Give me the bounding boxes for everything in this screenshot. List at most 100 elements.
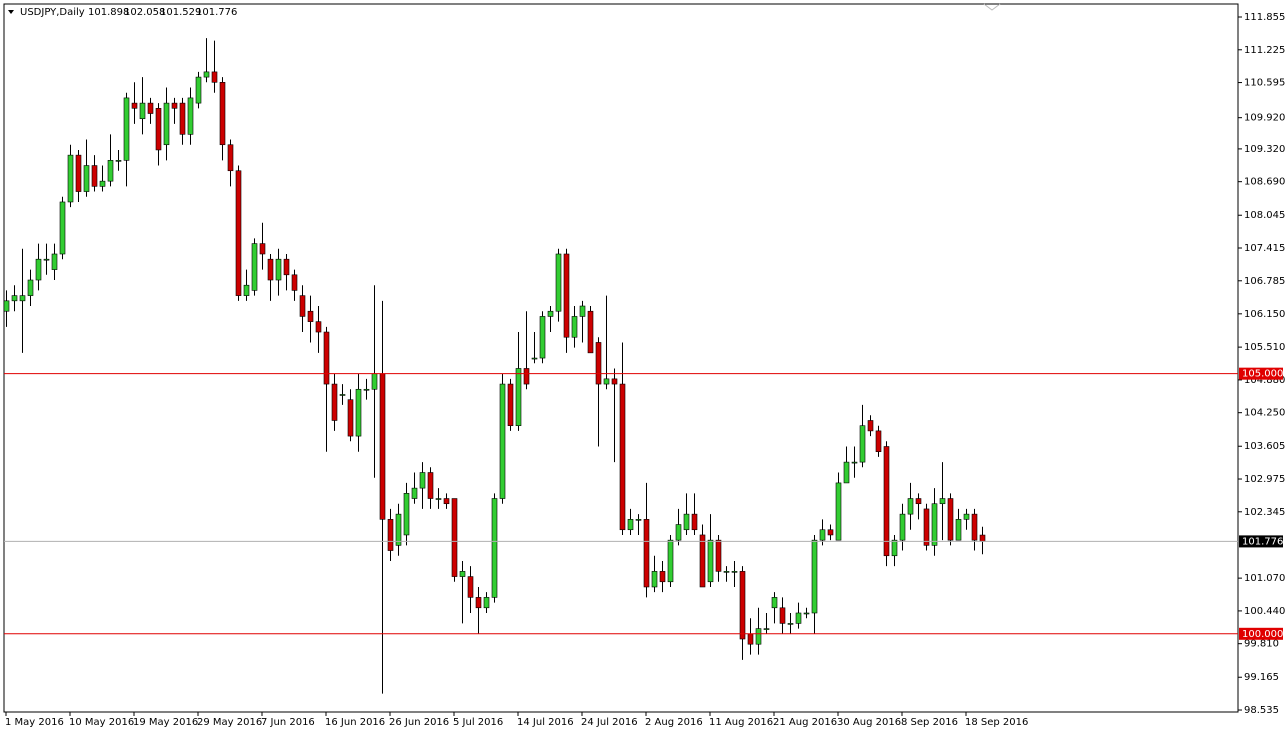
candle-body bbox=[91, 165, 98, 187]
candle-body bbox=[203, 71, 210, 78]
candle-body bbox=[643, 519, 650, 588]
y-tick-label: 106.785 bbox=[1244, 276, 1285, 287]
candle-body bbox=[507, 383, 514, 426]
candle-body bbox=[355, 388, 362, 437]
candle-body bbox=[859, 425, 866, 463]
candle-body bbox=[83, 165, 90, 192]
candle-body bbox=[371, 373, 378, 390]
candle-body bbox=[51, 253, 58, 270]
plot-frame bbox=[3, 3, 1239, 713]
candle-body bbox=[835, 482, 842, 541]
candle-body bbox=[803, 612, 810, 615]
menu-arrow[interactable] bbox=[8, 10, 14, 14]
candle-body bbox=[619, 383, 626, 531]
candle-body bbox=[155, 108, 162, 151]
candle-body bbox=[3, 300, 10, 312]
x-tick-label: 1 May 2016 bbox=[5, 717, 64, 728]
candle-body bbox=[427, 472, 434, 499]
candle-body bbox=[219, 82, 226, 146]
y-tick-label: 102.345 bbox=[1244, 507, 1285, 518]
x-tick-label: 19 May 2016 bbox=[133, 717, 198, 728]
y-tick-label: 108.690 bbox=[1244, 177, 1285, 188]
candle-body bbox=[99, 180, 106, 187]
candle-body bbox=[971, 513, 978, 541]
candle-body bbox=[723, 571, 730, 573]
candle-body bbox=[611, 378, 618, 385]
y-tick-label: 109.320 bbox=[1244, 144, 1285, 155]
candle-body bbox=[627, 519, 634, 531]
candle-body bbox=[123, 97, 130, 161]
candle-body bbox=[579, 305, 586, 317]
header-close: 101.776 bbox=[196, 7, 237, 18]
candle-body bbox=[27, 279, 34, 296]
candle-body bbox=[235, 170, 242, 296]
candle-body bbox=[635, 519, 642, 521]
x-tick-label: 7 Jun 2016 bbox=[261, 717, 315, 728]
candle-body bbox=[379, 373, 386, 520]
y-tick-label: 107.415 bbox=[1244, 243, 1285, 254]
shift-marker bbox=[983, 3, 1001, 11]
symbol-label: USDJPY,Daily bbox=[20, 7, 85, 18]
candle-body bbox=[787, 623, 794, 625]
x-tick-label: 21 Aug 2016 bbox=[773, 717, 837, 728]
candle-body bbox=[35, 258, 42, 281]
price-label: 105.000 bbox=[1242, 369, 1283, 380]
candle-body bbox=[763, 628, 770, 630]
x-tick-label: 14 Jul 2016 bbox=[517, 717, 574, 728]
candle-body bbox=[115, 160, 122, 162]
candle-body bbox=[363, 388, 370, 391]
candle-body bbox=[779, 607, 786, 624]
candle-body bbox=[187, 97, 194, 135]
price-label-box bbox=[1239, 627, 1283, 640]
candle-body bbox=[339, 394, 346, 396]
candle-body bbox=[603, 378, 610, 385]
y-tick-label: 98.535 bbox=[1244, 705, 1279, 716]
candle-body bbox=[979, 534, 986, 542]
candle-body bbox=[307, 310, 314, 322]
candle-body bbox=[163, 102, 170, 146]
candle-body bbox=[955, 519, 962, 541]
candle-body bbox=[651, 571, 658, 588]
candle-body bbox=[131, 102, 138, 109]
y-tick-label: 106.150 bbox=[1244, 309, 1285, 320]
candle-body bbox=[411, 487, 418, 499]
y-tick-label: 104.880 bbox=[1244, 375, 1285, 386]
y-tick-label: 111.225 bbox=[1244, 45, 1285, 56]
y-tick-label: 108.045 bbox=[1244, 210, 1285, 221]
y-tick-label: 111.855 bbox=[1244, 12, 1285, 23]
candle-body bbox=[243, 284, 250, 296]
x-tick-label: 5 Jul 2016 bbox=[453, 717, 503, 728]
candle-body bbox=[515, 368, 522, 426]
candle-body bbox=[331, 383, 338, 421]
candle-body bbox=[523, 368, 530, 385]
y-tick-label: 100.440 bbox=[1244, 606, 1285, 617]
candle-body bbox=[43, 258, 50, 261]
candle-body bbox=[67, 154, 74, 203]
candle-body bbox=[547, 310, 554, 317]
candle-body bbox=[691, 513, 698, 531]
y-tick-label: 104.250 bbox=[1244, 408, 1285, 419]
candle-body bbox=[683, 513, 690, 531]
candle-body bbox=[555, 253, 562, 312]
y-tick-label: 99.810 bbox=[1244, 639, 1279, 650]
candle-body bbox=[851, 461, 858, 464]
x-tick-label: 8 Sep 2016 bbox=[901, 717, 958, 728]
x-tick-label: 16 Jun 2016 bbox=[325, 717, 385, 728]
candle-body bbox=[19, 295, 26, 302]
candle-body bbox=[915, 498, 922, 505]
candle-body bbox=[667, 539, 674, 583]
candle-body bbox=[59, 201, 66, 255]
candle-body bbox=[483, 597, 490, 609]
candle-body bbox=[251, 243, 258, 291]
candle-body bbox=[491, 498, 498, 598]
candle-body bbox=[11, 295, 18, 302]
candle-body bbox=[659, 571, 666, 583]
candle-body bbox=[395, 513, 402, 546]
candle-body bbox=[147, 102, 154, 114]
candle-body bbox=[267, 258, 274, 281]
candle-body bbox=[347, 399, 354, 437]
y-tick-label: 110.595 bbox=[1244, 78, 1285, 89]
y-tick-label: 101.070 bbox=[1244, 573, 1285, 584]
